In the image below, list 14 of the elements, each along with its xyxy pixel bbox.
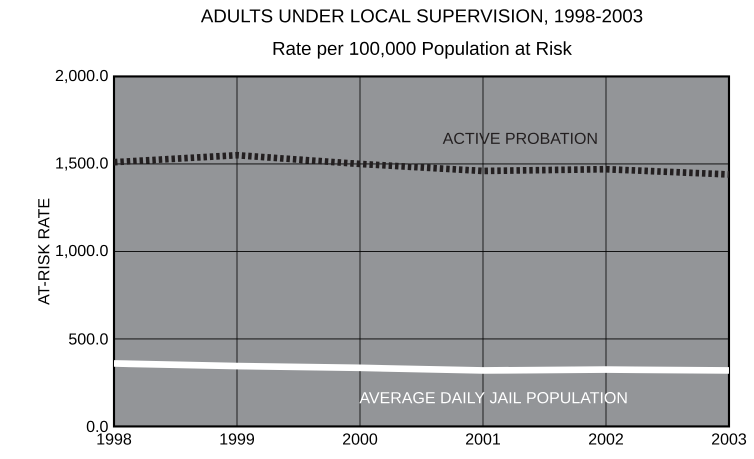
y-tick-label: 1,500.0	[56, 157, 108, 171]
y-tick-label: 500.0	[69, 333, 108, 345]
chart-subtitle: Rate per 100,000 Population at Risk	[274, 41, 572, 59]
chart-title: ADULTS UNDER LOCAL SUPERVISION, 1998-2003	[200, 9, 642, 25]
x-tick-label: 2002	[588, 433, 623, 445]
x-tick-label: 2001	[466, 433, 500, 445]
x-tick-label: 1998	[97, 433, 132, 445]
y-tick-label: 1,000.0	[56, 244, 108, 258]
x-tick-label: 2000	[342, 433, 378, 445]
y-tick-label: 2,000.0	[56, 70, 108, 84]
x-tick-label: 2003	[712, 433, 746, 445]
x-tick-label: 1999	[220, 433, 254, 445]
y-axis-title: AT-RISK RATE	[38, 198, 50, 305]
y-tick-label: 0.0	[86, 420, 108, 432]
